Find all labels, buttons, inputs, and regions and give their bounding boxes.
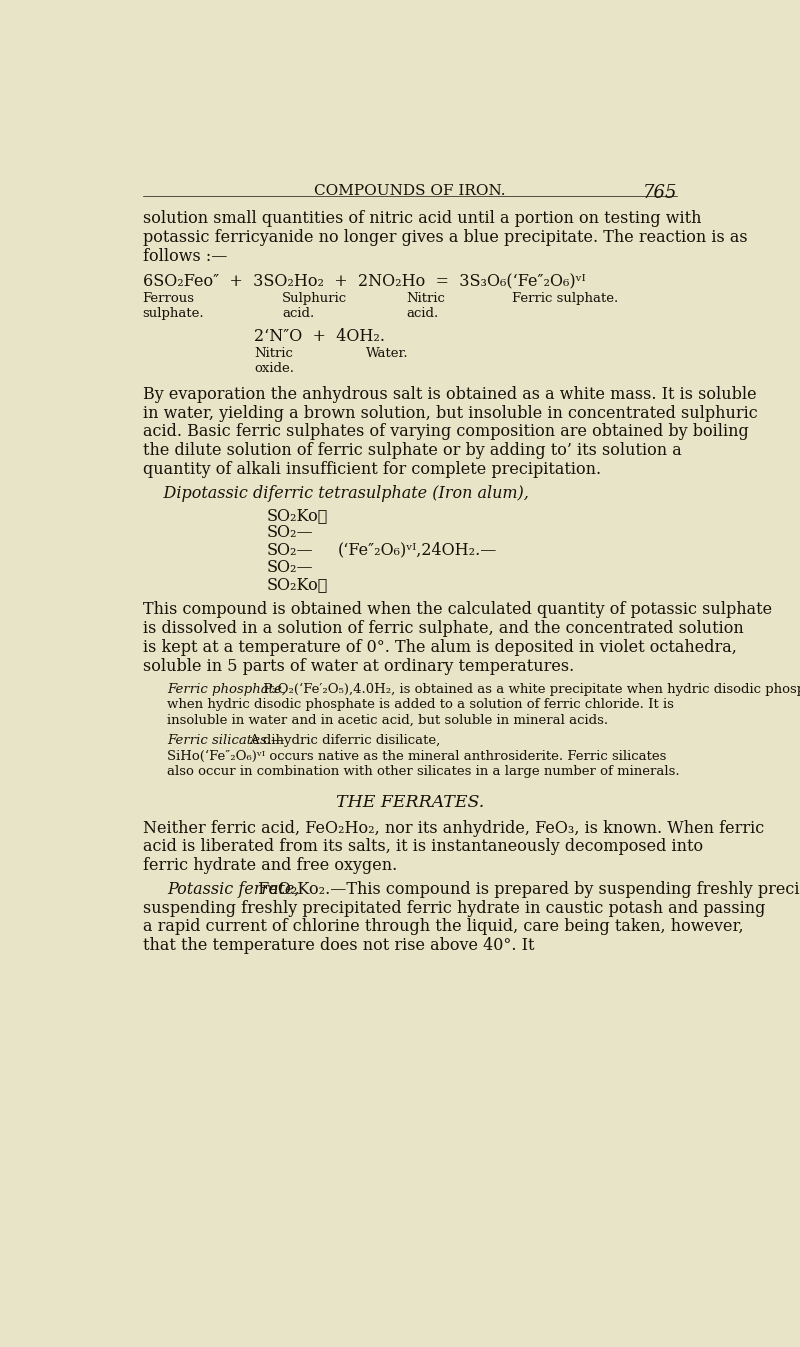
Text: SO₂Ko⍐: SO₂Ko⍐ (266, 506, 328, 524)
Text: is kept at a temperature of 0°. The alum is deposited in violet octahedra,: is kept at a temperature of 0°. The alum… (142, 638, 737, 656)
Text: oxide.: oxide. (254, 362, 294, 374)
Text: potassic ferricyanide no longer gives a blue precipitate. The reaction is as: potassic ferricyanide no longer gives a … (142, 229, 747, 247)
Text: insoluble in water and in acetic acid, but soluble in mineral acids.: insoluble in water and in acetic acid, b… (167, 714, 609, 726)
Text: COMPOUNDS OF IRON.: COMPOUNDS OF IRON. (314, 185, 506, 198)
Text: acid.: acid. (282, 307, 314, 321)
Text: when hydric disodic phosphate is added to a solution of ferric chloride. It is: when hydric disodic phosphate is added t… (167, 698, 674, 711)
Text: P₂O₂(‘Fe′₂O₅),4.0H₂, is obtained as a white precipitate when hydric disodic phos: P₂O₂(‘Fe′₂O₅),4.0H₂, is obtained as a wh… (258, 683, 800, 696)
Text: 6SO₂Feo″  +  3SO₂Ho₂  +  2NO₂Ho  =  3S₃O₆(‘Fe″₂O₆)ᵛᴵ: 6SO₂Feo″ + 3SO₂Ho₂ + 2NO₂Ho = 3S₃O₆(‘Fe″… (142, 273, 586, 290)
Text: Ferric phosphate,: Ferric phosphate, (167, 683, 286, 695)
Text: acid.: acid. (406, 307, 438, 321)
Text: Ferric sulphate.: Ferric sulphate. (511, 291, 618, 304)
Text: SO₂—: SO₂— (266, 541, 314, 559)
Text: (‘Fe″₂O₆)ᵛᴵ,24OH₂.—: (‘Fe″₂O₆)ᵛᴵ,24OH₂.— (338, 541, 498, 559)
Text: Water.: Water. (366, 346, 409, 360)
Text: acid. Basic ferric sulphates of varying composition are obtained by boiling: acid. Basic ferric sulphates of varying … (142, 423, 748, 440)
Text: Dipotassic diferric tetrasulphate (Iron alum),: Dipotassic diferric tetrasulphate (Iron … (142, 485, 529, 502)
Text: that the temperature does not rise above 40°. It: that the temperature does not rise above… (142, 938, 534, 954)
Text: Nitric: Nitric (406, 291, 445, 304)
Text: Potassic ferrate,: Potassic ferrate, (167, 881, 300, 898)
Text: THE FERRATES.: THE FERRATES. (336, 793, 484, 811)
Text: SO₂Ko⎿: SO₂Ko⎿ (266, 577, 328, 594)
Text: quantity of alkali insufficient for complete precipitation.: quantity of alkali insufficient for comp… (142, 461, 601, 478)
Text: This compound is obtained when the calculated quantity of potassic sulphate: This compound is obtained when the calcu… (142, 602, 772, 618)
Text: solution small quantities of nitric acid until a portion on testing with: solution small quantities of nitric acid… (142, 210, 701, 228)
Text: Ferrous: Ferrous (142, 291, 194, 304)
Text: is dissolved in a solution of ferric sulphate, and the concentrated solution: is dissolved in a solution of ferric sul… (142, 620, 743, 637)
Text: suspending freshly precipitated ferric hydrate in caustic potash and passing: suspending freshly precipitated ferric h… (142, 900, 765, 917)
Text: Ferric silicates.—: Ferric silicates.— (167, 734, 285, 748)
Text: SiHo(‘Fe″₂O₆)ᵛᴵ occurs native as the mineral anthrosiderite. Ferric silicates: SiHo(‘Fe″₂O₆)ᵛᴵ occurs native as the min… (167, 750, 666, 762)
Text: Nitric: Nitric (254, 346, 293, 360)
Text: a rapid current of chlorine through the liquid, care being taken, however,: a rapid current of chlorine through the … (142, 919, 743, 936)
Text: SO₂—: SO₂— (266, 524, 314, 541)
Text: sulphate.: sulphate. (142, 307, 204, 321)
Text: SO₂—: SO₂— (266, 559, 314, 577)
Text: 765: 765 (643, 185, 678, 202)
Text: By evaporation the anhydrous salt is obtained as a white mass. It is soluble: By evaporation the anhydrous salt is obt… (142, 387, 756, 403)
Text: 2‘N″O  +  4OH₂.: 2‘N″O + 4OH₂. (254, 327, 386, 345)
Text: also occur in combination with other silicates in a large number of minerals.: also occur in combination with other sil… (167, 765, 680, 779)
Text: ferric hydrate and free oxygen.: ferric hydrate and free oxygen. (142, 857, 397, 874)
Text: Neither ferric acid, FeO₂Ho₂, nor its anhydride, FeO₃, is known. When ferric: Neither ferric acid, FeO₂Ho₂, nor its an… (142, 820, 764, 836)
Text: follows :—: follows :— (142, 248, 227, 265)
Text: Sulphuric: Sulphuric (282, 291, 347, 304)
Text: in water, yielding a brown solution, but insoluble in concentrated sulphuric: in water, yielding a brown solution, but… (142, 404, 758, 422)
Text: acid is liberated from its salts, it is instantaneously decomposed into: acid is liberated from its salts, it is … (142, 838, 702, 855)
Text: FeO₂Ko₂.—This compound is prepared by suspending freshly precipitated ferric hyd: FeO₂Ko₂.—This compound is prepared by su… (253, 881, 800, 898)
Text: the dilute solution of ferric sulphate or by adding to’ its solution a: the dilute solution of ferric sulphate o… (142, 442, 682, 459)
Text: soluble in 5 parts of water at ordinary temperatures.: soluble in 5 parts of water at ordinary … (142, 657, 574, 675)
Text: A dihydric diferric disilicate,: A dihydric diferric disilicate, (250, 734, 441, 748)
